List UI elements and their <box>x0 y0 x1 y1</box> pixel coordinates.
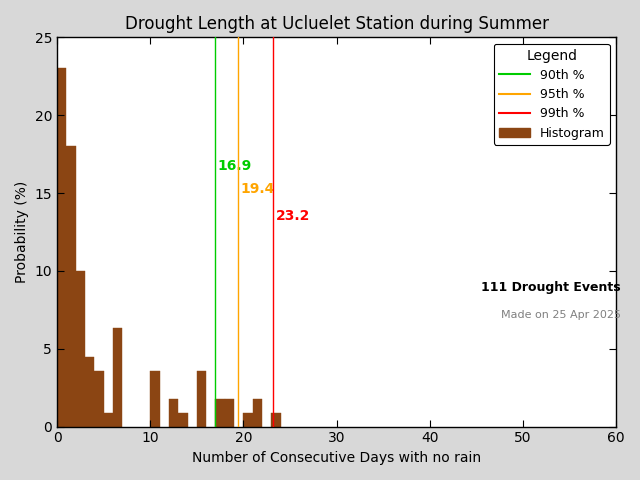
Bar <box>85 357 94 427</box>
Bar <box>150 371 159 427</box>
Text: 16.9: 16.9 <box>218 159 252 173</box>
Text: 111 Drought Events: 111 Drought Events <box>481 281 621 294</box>
Bar <box>57 69 67 427</box>
Bar <box>169 398 178 427</box>
Bar <box>104 413 113 427</box>
Bar <box>253 398 262 427</box>
Bar <box>76 271 85 427</box>
X-axis label: Number of Consecutive Days with no rain: Number of Consecutive Days with no rain <box>192 451 481 465</box>
Text: 19.4: 19.4 <box>241 182 275 196</box>
Text: 23.2: 23.2 <box>276 209 310 223</box>
Bar <box>271 413 281 427</box>
Bar <box>94 371 104 427</box>
Bar <box>178 413 188 427</box>
Bar <box>67 146 76 427</box>
Legend: 90th %, 95th %, 99th %, Histogram: 90th %, 95th %, 99th %, Histogram <box>494 44 610 144</box>
Bar <box>113 328 122 427</box>
Text: Made on 25 Apr 2025: Made on 25 Apr 2025 <box>500 310 621 320</box>
Bar <box>243 413 253 427</box>
Y-axis label: Probability (%): Probability (%) <box>15 181 29 283</box>
Bar <box>216 398 225 427</box>
Bar <box>225 398 234 427</box>
Bar <box>197 371 206 427</box>
Title: Drought Length at Ucluelet Station during Summer: Drought Length at Ucluelet Station durin… <box>125 15 548 33</box>
